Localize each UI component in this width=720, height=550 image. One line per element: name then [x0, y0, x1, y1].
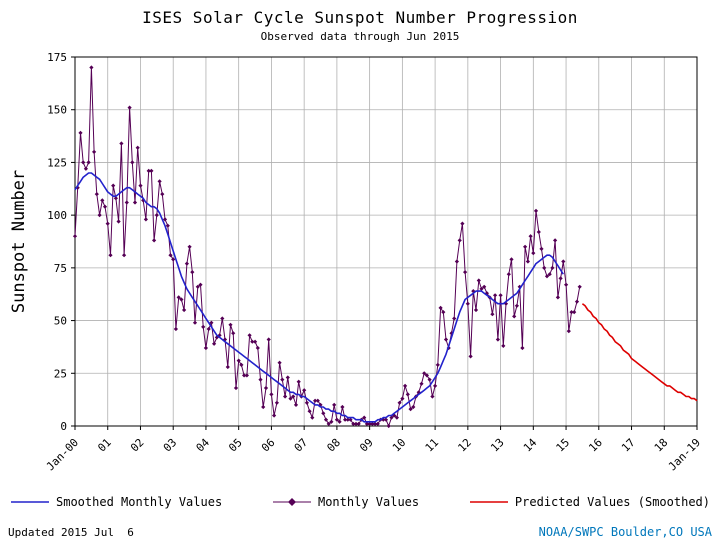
x-tick-label: 08 [324, 436, 343, 455]
y-tick-label: 0 [60, 420, 67, 433]
x-tick-label: 02 [128, 436, 147, 455]
predicted-line-sample [469, 501, 508, 503]
y-tick-label: 150 [47, 104, 67, 117]
y-tick-label: 175 [47, 51, 67, 64]
smoothed-line-sample [11, 501, 49, 503]
legend-label-monthly: Monthly Values [317, 495, 420, 509]
x-tick-label: 12 [455, 436, 474, 455]
legend-label-predicted: Predicted Values (Smoothed) [514, 495, 710, 509]
y-axis-label: Sunspot Number [9, 170, 29, 313]
legend-label-smoothed: Smoothed Monthly Values [56, 495, 223, 509]
series-line-predicted [581, 303, 698, 402]
x-tick-label: 13 [488, 436, 507, 455]
y-tick-label: 50 [54, 315, 67, 328]
x-tick-label: 06 [259, 436, 278, 455]
x-tick-label: 17 [619, 436, 638, 455]
y-tick-label: 75 [54, 262, 67, 275]
footer: Updated 2015 Jul 6 NOAA/SWPC Boulder,CO … [0, 525, 720, 539]
updated-text: Updated 2015 Jul 6 [8, 526, 134, 539]
legend-item-predicted: Predicted Values (Smoothed) [469, 495, 710, 509]
chart-subtitle: Observed data through Jun 2015 [260, 30, 460, 43]
chart-area: 0 25 50 75 100 125 150 175 Jan-00 01 02 03 04 05 06 07 0… [0, 43, 720, 489]
legend-item-smoothed: Smoothed Monthly Values [10, 495, 222, 509]
x-tick-label: 03 [161, 436, 180, 455]
monthly-line-sample [272, 498, 311, 506]
sunspot-chart: 0 25 50 75 100 125 150 175 Jan-00 01 02 03 04 05 06 07 0… [9, 51, 703, 473]
x-tick-label: 09 [357, 436, 376, 455]
y-tick-label: 100 [47, 209, 67, 222]
series-line-smoothed [74, 172, 564, 423]
legend: Smoothed Monthly Values Monthly Values P… [0, 491, 720, 513]
x-tick-label: 01 [95, 436, 114, 455]
x-tick-label: 18 [652, 436, 671, 455]
credit-text: NOAA/SWPC Boulder,CO USA [538, 525, 712, 539]
x-tick-label: 16 [586, 436, 605, 455]
y-tick-label: 125 [47, 156, 67, 169]
x-tick-label: 15 [554, 436, 573, 455]
y-tick-label: 25 [54, 367, 67, 380]
chart-header: ISES Solar Cycle Sunspot Number Progress… [0, 0, 720, 43]
series-line-monthly [74, 67, 581, 427]
legend-item-monthly: Monthly Values [272, 495, 419, 509]
x-tick-label: Jan-19 [666, 436, 703, 473]
x-tick-label: 04 [194, 436, 213, 455]
x-tick-label: 07 [292, 436, 311, 455]
series-markers-monthly [72, 65, 582, 429]
plot-border [74, 56, 698, 427]
x-tick-label: 11 [423, 436, 442, 455]
chart-title: ISES Solar Cycle Sunspot Number Progress… [142, 8, 578, 27]
x-tick-label: 10 [390, 436, 409, 455]
diamond-marker-icon [287, 498, 296, 506]
x-tick-label: 05 [226, 436, 245, 455]
x-tick-label: 14 [521, 436, 540, 455]
x-tick-label: Jan-00 [44, 436, 81, 473]
